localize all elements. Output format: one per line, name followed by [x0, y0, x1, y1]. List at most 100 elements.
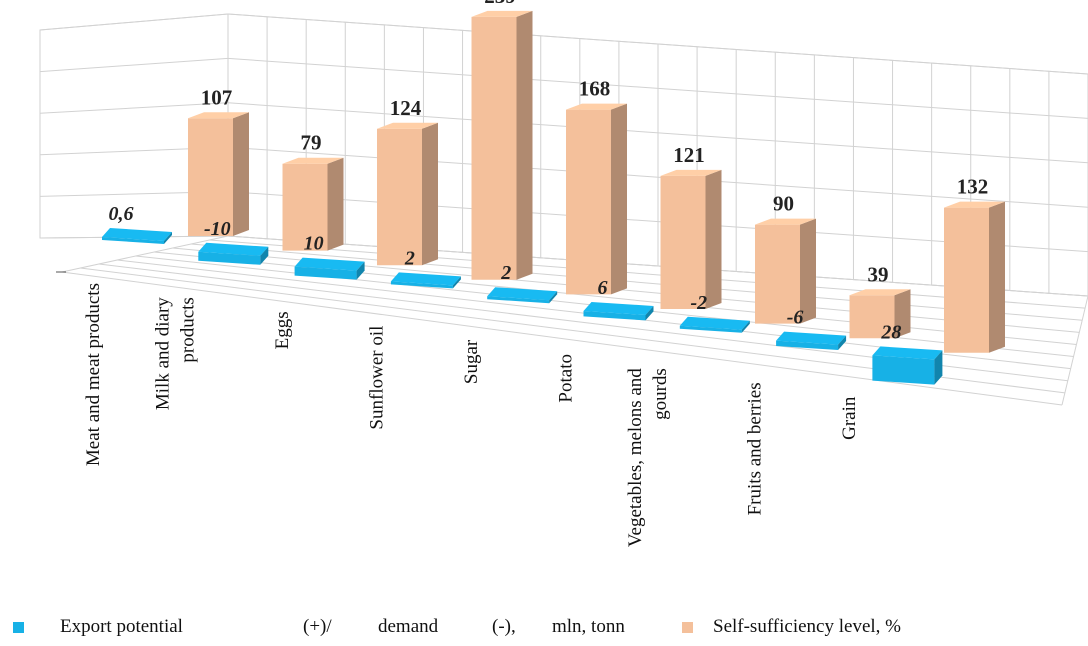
floor-edge-right: [1061, 295, 1088, 406]
export-bar-side: [741, 320, 750, 333]
export-bar-side: [452, 276, 461, 289]
export-bar-front: [198, 251, 261, 265]
category-label: Potato: [556, 354, 577, 403]
export-bar-top: [487, 287, 558, 301]
export-data-label: 2: [500, 262, 511, 284]
self-sufficiency-bar-front: [849, 295, 895, 339]
category-label: Vegetables, melons and gourds: [625, 368, 671, 547]
export-bar-front: [583, 311, 646, 321]
export-bar-front: [872, 355, 935, 385]
export-bar-top: [776, 331, 847, 345]
export-data-label: -2: [690, 292, 707, 314]
export-bar-top: [294, 257, 365, 271]
category-label-line: gourds: [650, 368, 671, 420]
export-bar-side: [260, 246, 269, 265]
legend-label-export-4: (-),: [492, 616, 516, 637]
self-sufficiency-bar-front: [282, 163, 328, 251]
self-sufficiency-bar-top: [660, 169, 722, 176]
self-sufficiency-bar-front: [471, 16, 517, 280]
category-label: Meat and meat products: [83, 283, 104, 466]
export-bar-side: [356, 261, 365, 280]
export-potential-bars: [102, 228, 943, 385]
legend-swatch-export: [13, 622, 24, 633]
export-bar-front: [294, 266, 357, 280]
legend-label-export-5: mln, tonn: [552, 616, 625, 637]
export-bar-front: [679, 325, 742, 333]
self-sufficiency-bar-top: [755, 218, 816, 225]
self-sufficiency-data-label: 121: [673, 143, 705, 167]
self-sufficiency-bar-top: [188, 112, 249, 119]
floor-edge-left: [61, 235, 229, 273]
category-label-line: Sugar: [461, 339, 482, 384]
export-bar-side: [549, 291, 558, 304]
self-sufficiency-bar-top: [944, 201, 1005, 208]
self-sufficiency-bar-top: [471, 10, 533, 17]
category-label-line: products: [178, 297, 199, 362]
export-data-label: -10: [204, 218, 231, 240]
self-sufficiency-bar-top: [377, 122, 438, 129]
category-label-line: Fruits and berries: [745, 382, 766, 515]
self-sufficiency-bar-side: [894, 289, 911, 339]
export-data-label: 6: [598, 277, 608, 299]
export-bar-top: [198, 242, 269, 256]
export-bar-top: [583, 302, 654, 315]
category-labels: Meat and meat products Milk and diary prod…: [83, 283, 860, 547]
self-sufficiency-bar-front: [755, 224, 800, 324]
category-label-line: Milk and diary: [153, 297, 174, 410]
legend-label-export-2: (+)/: [303, 616, 332, 637]
legend-swatch-self-sufficiency: [682, 622, 693, 633]
category-label-line: Sunflower oil: [367, 326, 388, 430]
self-sufficiency-bar-front: [660, 175, 706, 309]
export-data-label: -6: [787, 307, 804, 329]
self-sufficiency-bar-side: [800, 218, 816, 324]
legend-label-export-1: Export potential: [60, 616, 183, 637]
self-sufficiency-bar-side: [705, 169, 722, 309]
export-data-label: 10: [304, 233, 324, 255]
floor-gridline: [61, 271, 1063, 406]
self-sufficiency-bar-side: [422, 122, 438, 266]
self-sufficiency-bar-side: [516, 10, 533, 280]
floor-gridline: [191, 243, 1083, 321]
category-label-line: Potato: [556, 354, 577, 403]
self-sufficiency-bar-top: [566, 103, 627, 110]
category-label-line: Vegetables, melons and: [625, 368, 646, 547]
self-sufficiency-bars: [188, 10, 1005, 353]
floor-gridline: [209, 239, 1086, 309]
self-sufficiency-bar-side: [989, 201, 1005, 353]
category-label-line: Meat and meat products: [83, 283, 104, 466]
self-sufficiency-bar-side: [327, 157, 344, 251]
gridline-side: [39, 13, 229, 31]
category-label: Sugar: [461, 339, 482, 384]
export-bar-side: [838, 335, 847, 350]
export-bar-front: [102, 237, 164, 244]
export-bar-side: [934, 350, 943, 385]
self-sufficiency-bar-side: [233, 112, 249, 236]
export-bar-top: [872, 346, 943, 360]
legend-label-self-sufficiency: Self-sufficiency level, %: [713, 616, 901, 637]
category-label-line: Eggs: [272, 311, 293, 349]
export-bar-top: [679, 316, 750, 330]
export-data-label: 2: [404, 247, 415, 269]
self-sufficiency-data-label: 132: [957, 175, 989, 199]
data-labels: 0,6 -10 10 2 2 6 -2 -6 28 107 79 124 239 168 121 90 39 13…: [109, 0, 989, 343]
legend-label-export-3: demand: [378, 616, 439, 637]
self-sufficiency-bar-front: [377, 128, 422, 266]
export-bar-side: [645, 306, 654, 321]
legend: Export potential (+)/ demand (-), mln, t…: [0, 612, 1088, 646]
self-sufficiency-bar-front: [944, 207, 989, 353]
gridline-side: [39, 102, 229, 114]
export-data-label: 28: [880, 321, 901, 343]
category-label: Sunflower oil: [367, 326, 388, 430]
self-sufficiency-bar-top: [282, 157, 344, 164]
self-sufficiency-bar-front: [566, 109, 611, 295]
self-sufficiency-data-label: 168: [579, 77, 611, 101]
self-sufficiency-data-label: 239: [484, 0, 516, 8]
export-bar-front: [776, 340, 839, 350]
gridline-side: [39, 57, 229, 73]
export-bar-front: [390, 281, 453, 289]
chart-plot: 0,6 -10 10 2 2 6 -2 -6 28 107 79 124 239 168 121 90 39 13…: [39, 0, 1088, 547]
export-bar-side: [164, 232, 172, 244]
export-bar-top: [102, 228, 172, 241]
self-sufficiency-data-label: 90: [773, 192, 794, 216]
